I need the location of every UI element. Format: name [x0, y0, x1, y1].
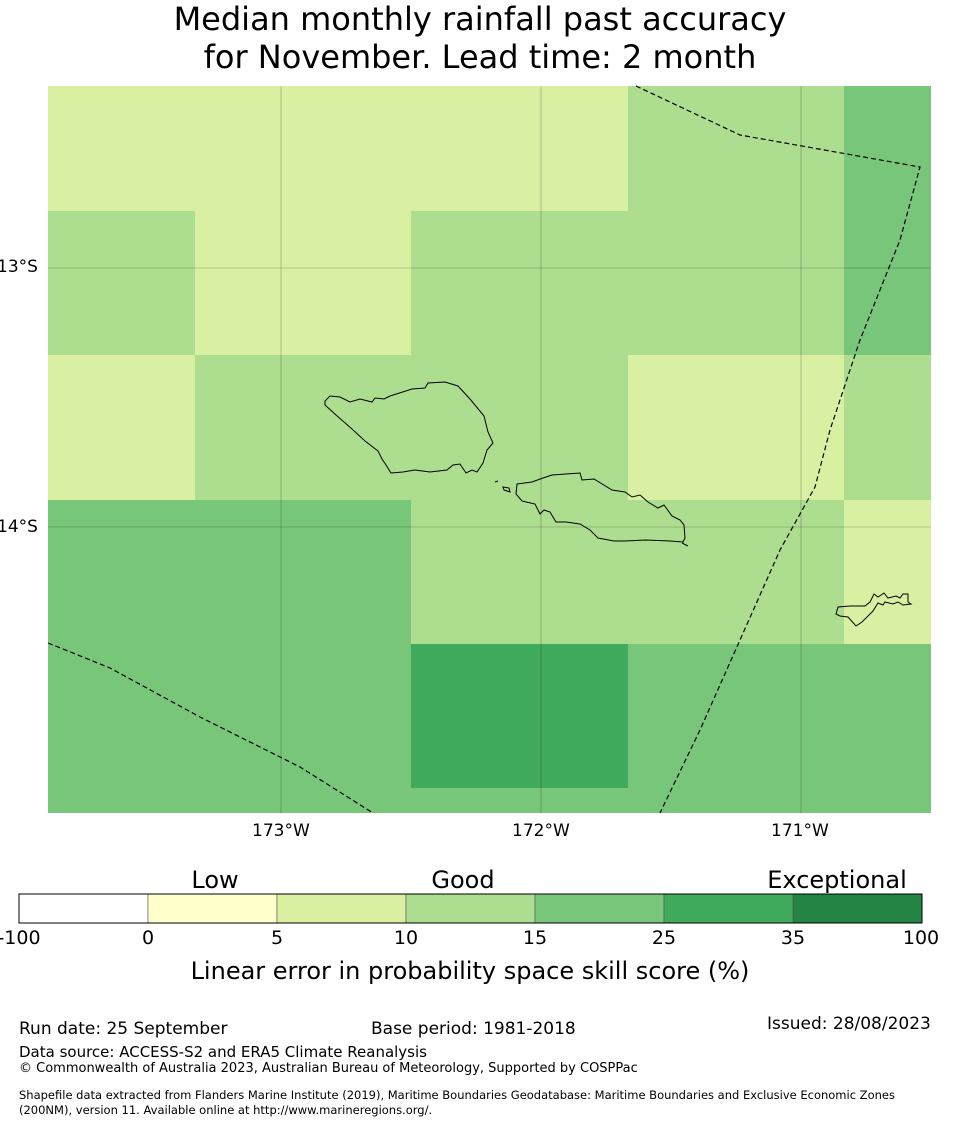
grid-cell [844, 644, 931, 813]
colorbar-tick-2: 5 [270, 927, 284, 949]
grid-cell [195, 644, 411, 813]
colorbar-category-low: Low [191, 866, 239, 894]
copyright: © Commonwealth of Australia 2023, Austra… [19, 1061, 638, 1076]
graticule [48, 86, 931, 813]
colorbar-segment [147, 893, 278, 924]
map-title-line-2: for November. Lead time: 2 month [203, 38, 757, 76]
grid-cell [48, 355, 195, 500]
lon-label-172w: 172°W [512, 821, 570, 841]
colorbar-tick-4: 15 [522, 927, 548, 949]
grid-cell [48, 644, 195, 813]
colorbar [18, 893, 923, 924]
colorbar-segment [792, 893, 923, 924]
tutuila-island [835, 592, 913, 627]
shapefile-credit-line-2: (200NM), version 11. Available online at… [19, 1103, 433, 1117]
grid-cell [844, 211, 931, 355]
shapefile-credit-line-1: Shapefile data extracted from Flanders M… [19, 1088, 895, 1102]
data-source: Data source: ACCESS-S2 and ERA5 Climate … [19, 1043, 427, 1061]
map-title-line-1: Median monthly rainfall past accuracy [173, 0, 787, 38]
grid-cell [411, 355, 628, 500]
colorbar-outline [18, 893, 923, 924]
savaii-island [324, 381, 494, 474]
issued-date: Issued: 28/08/2023 [767, 1014, 931, 1034]
grid-cell [628, 644, 844, 813]
grid-cell [844, 86, 931, 211]
colorbar-title: Linear error in probability space skill … [190, 957, 750, 985]
upolu-island [515, 472, 686, 543]
colorbar-tick-1: 0 [141, 927, 155, 949]
grid-cell [411, 788, 628, 813]
colorbar-tick-7: 100 [902, 927, 940, 949]
lon-label-171w: 171°W [771, 821, 829, 841]
colorbar-category-good: Good [431, 866, 495, 894]
grid-cell [195, 355, 411, 500]
eez-boundary-southwest [47, 642, 374, 814]
grid-cell [411, 500, 628, 644]
lat-label-13s: 13°S [0, 257, 38, 277]
upolu-islet [681, 542, 689, 547]
grid-cell [628, 211, 844, 355]
coastlines [324, 381, 913, 627]
apolima-islet [494, 480, 499, 483]
grid-cell-high-skill [411, 644, 628, 788]
grid-cell [844, 355, 931, 500]
colorbar-tick-6: 35 [780, 927, 806, 949]
grid-cell [628, 86, 844, 211]
eez-boundaries [47, 85, 921, 814]
grid-cell [411, 211, 628, 355]
colorbar-segment [534, 893, 665, 924]
base-period: Base period: 1981-2018 [371, 1019, 576, 1039]
colorbar-segment [663, 893, 794, 924]
grid-cell [195, 500, 411, 644]
lon-label-173w: 173°W [252, 821, 310, 841]
grid-cell [48, 86, 195, 211]
grid-cell [411, 86, 628, 211]
grid-cell [195, 86, 411, 211]
grid-cell [844, 500, 931, 644]
grid-cell [48, 500, 195, 644]
colorbar-tick-5: 25 [651, 927, 677, 949]
colorbar-category-exceptional: Exceptional [767, 866, 907, 894]
lat-label-14s: 14°S [0, 517, 38, 537]
colorbar-segment [405, 893, 536, 924]
grid-cell [195, 211, 411, 355]
grid-cell [48, 211, 195, 355]
colorbar-segment [276, 893, 407, 924]
eez-boundary-north [635, 85, 921, 814]
manono-islet [502, 486, 511, 493]
skill-grid [48, 86, 931, 813]
run-date: Run date: 25 September [19, 1019, 228, 1039]
grid-cell [628, 500, 844, 644]
colorbar-tick-0: -100 [0, 927, 41, 949]
colorbar-tick-3: 10 [393, 927, 419, 949]
grid-cell [628, 355, 844, 500]
colorbar-segment [18, 893, 149, 924]
